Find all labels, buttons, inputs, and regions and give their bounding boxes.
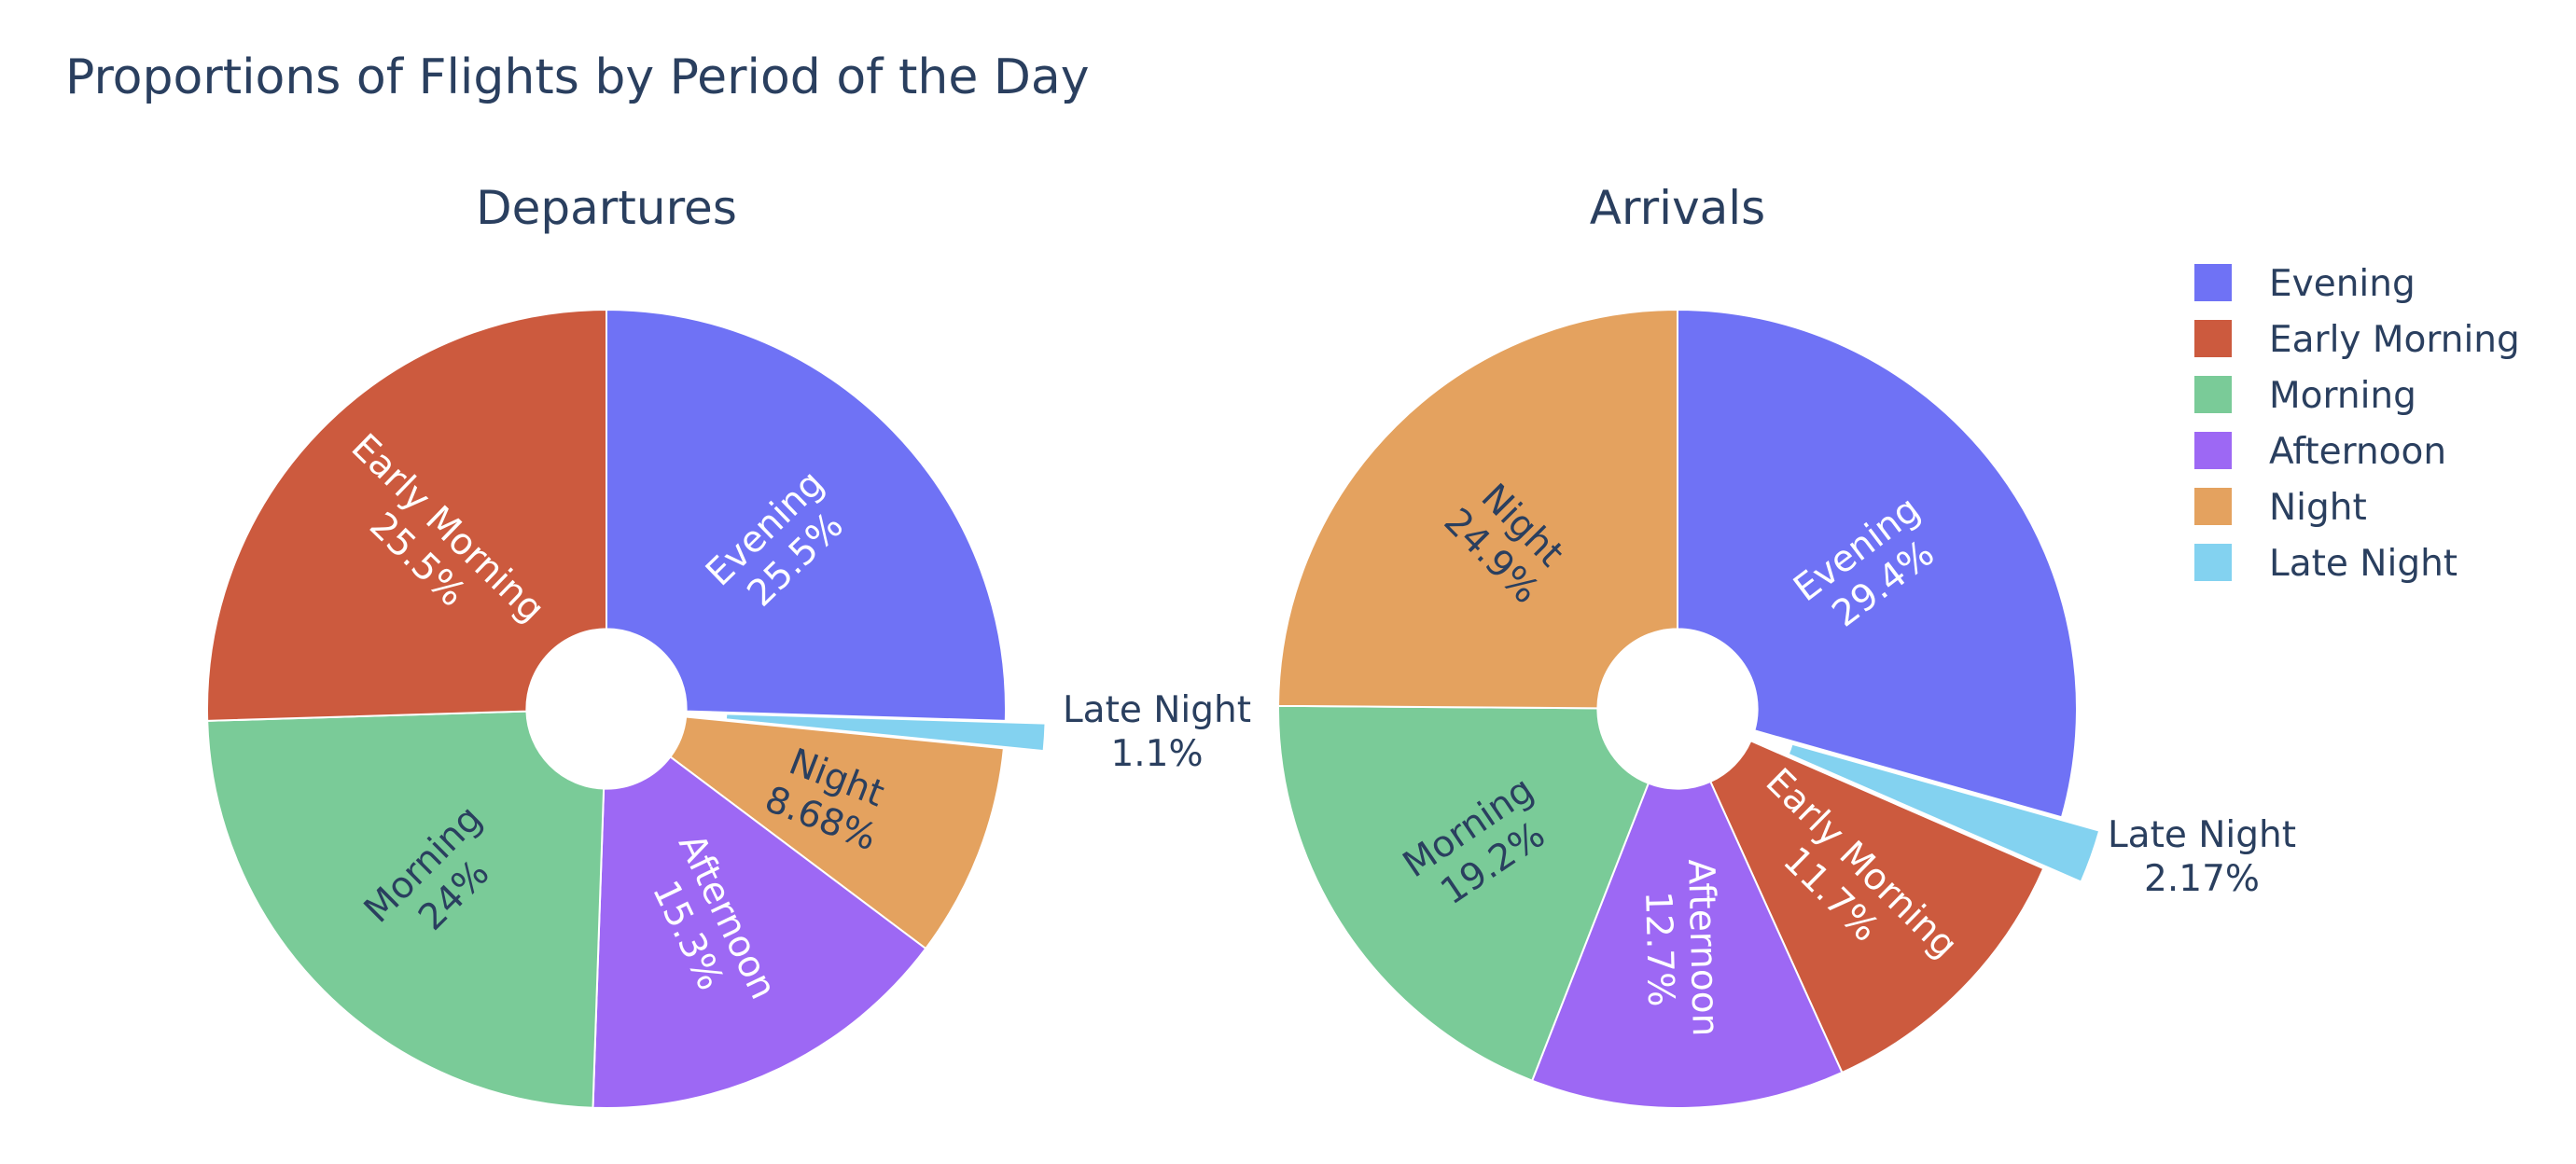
departures-label-night: Night8.68% xyxy=(759,738,898,860)
departures-slice-early-morning xyxy=(206,308,607,722)
legend-item-late-night[interactable]: Late Night xyxy=(2194,543,2458,585)
legend-swatch-evening xyxy=(2194,264,2232,301)
arrivals-slices: Evening29.4%Late Night 2.17%Early Morning… xyxy=(1277,308,2296,1109)
legend-label-morning: Morning xyxy=(2269,375,2416,417)
legend-item-evening[interactable]: Evening xyxy=(2194,263,2416,305)
legend-label-late-night: Late Night xyxy=(2269,543,2458,585)
chart-title: Proportions of Flights by Period of the … xyxy=(65,49,1090,105)
arrivals-slice-morning xyxy=(1277,704,1650,1082)
legend-item-night[interactable]: Night xyxy=(2194,487,2367,529)
arrivals-label-afternoon: Afternoon12.7% xyxy=(1636,859,1726,1038)
departures-slice-night xyxy=(669,715,1005,950)
legend-label-evening: Evening xyxy=(2269,263,2416,305)
arrivals-slice-night xyxy=(1277,308,1678,710)
departures-slice-afternoon xyxy=(592,755,927,1109)
arrivals-pie: Arrivals Evening29.4%Late Night 2.17%Earl… xyxy=(1277,181,2296,1109)
legend-item-afternoon[interactable]: Afternoon xyxy=(2194,431,2446,473)
departures-slice-evening xyxy=(606,308,1007,722)
legend-item-early-morning[interactable]: Early Morning xyxy=(2194,319,2520,361)
arrivals-slice-afternoon xyxy=(1530,780,1844,1109)
departures-pie: Departures Evening25.5%Late Night 1.1%Nig… xyxy=(206,181,1251,1109)
arrivals-title: Arrivals xyxy=(1590,181,1766,235)
legend-label-early-morning: Early Morning xyxy=(2269,319,2520,361)
legend-label-afternoon: Afternoon xyxy=(2269,431,2446,473)
legend-label-night: Night xyxy=(2269,487,2367,529)
arrivals-slice-evening xyxy=(1677,308,2078,819)
legend-swatch-early-morning xyxy=(2194,320,2232,357)
arrivals-slice-early-morning xyxy=(1708,739,2045,1074)
departures-title: Departures xyxy=(476,181,737,235)
departures-slice-late-night xyxy=(724,713,1047,753)
arrivals-label-late-night: Late Night 2.17% xyxy=(2108,814,2296,900)
legend-swatch-morning xyxy=(2194,376,2232,413)
legend-swatch-afternoon xyxy=(2194,432,2232,469)
legend-item-morning[interactable]: Morning xyxy=(2194,375,2416,417)
arrivals-slice-late-night xyxy=(1787,742,2101,883)
departures-label-late-night: Late Night 1.1% xyxy=(1063,689,1251,775)
legend-swatch-late-night xyxy=(2194,544,2232,581)
departures-slice-morning xyxy=(206,710,606,1109)
legend: Evening Early Morning Morning Afternoon Nigh… xyxy=(2194,263,2520,585)
departures-slices: Evening25.5%Late Night 1.1%Night8.68%Afte… xyxy=(206,308,1251,1109)
legend-swatch-night xyxy=(2194,488,2232,525)
